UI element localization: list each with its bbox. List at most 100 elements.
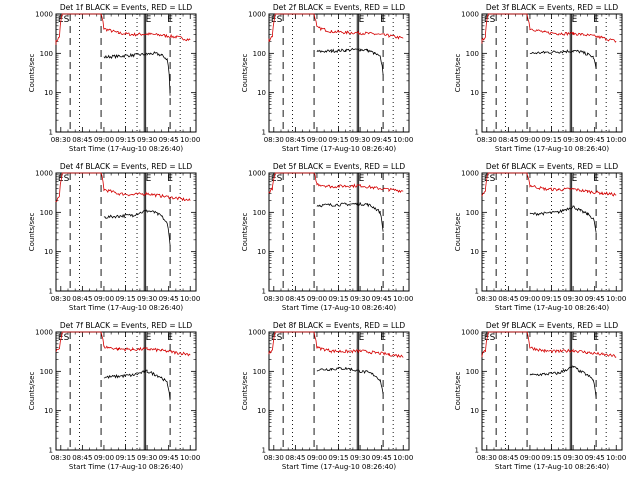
lld-series-line (268, 172, 404, 194)
x-tick-label: 09:30 (137, 295, 157, 303)
event-marker-label: E (572, 174, 578, 184)
x-tick-label: 10:00 (180, 454, 200, 462)
x-tick-label: 09:15 (115, 136, 135, 144)
x-tick-label: 09:45 (159, 295, 179, 303)
event-marker-label: E (167, 174, 173, 184)
x-axis-label: Start Time (17-Aug-10 08:26:40) (282, 304, 396, 312)
y-tick-label: 10 (470, 248, 479, 256)
events-series-line (316, 366, 384, 394)
event-marker-label: E (572, 333, 578, 343)
plot-frame (268, 13, 410, 133)
y-tick-label: 10 (44, 89, 53, 97)
x-tick-label: 09:00 (520, 454, 540, 462)
x-tick-label: 09:15 (328, 295, 348, 303)
x-tick-label: 10:00 (606, 295, 626, 303)
x-tick-label: 09:15 (541, 454, 561, 462)
y-tick-label: 100 (40, 209, 53, 217)
y-tick-label: 1 (475, 447, 479, 455)
y-tick-label: 100 (40, 50, 53, 58)
events-series-line (529, 205, 597, 233)
x-tick-label: 08:30 (264, 295, 284, 303)
x-tick-label: 08:30 (477, 295, 497, 303)
y-tick-label: 100 (466, 368, 479, 376)
y-tick-label: 1 (475, 288, 479, 296)
panel-det-3: Det 3f BLACK = Events, RED = LLD 1 10 100 10… (454, 3, 626, 153)
x-tick-label: 09:15 (115, 454, 135, 462)
y-tick-label: 1000 (35, 11, 53, 19)
event-marker-label: S (277, 15, 283, 25)
y-axis-label: Counts/sec (241, 213, 249, 252)
y-tick-label: 10 (257, 407, 266, 415)
panel-det-5: Det 5f BLACK = Events, RED = LLD 1 10 100 10… (241, 162, 413, 312)
x-tick-label: 09:45 (372, 136, 392, 144)
events-series-line (529, 365, 597, 398)
x-tick-label: 09:15 (541, 295, 561, 303)
y-tick-label: 1 (262, 129, 266, 137)
x-tick-label: 09:30 (563, 454, 583, 462)
panel-det-4: Det 4f BLACK = Events, RED = LLD 1 10 100 10… (28, 162, 200, 312)
y-axis-label: Counts/sec (28, 213, 36, 252)
x-tick-label: 08:30 (51, 454, 71, 462)
event-marker-label: E (359, 174, 365, 184)
x-tick-label: 09:15 (115, 295, 135, 303)
x-tick-label: 09:30 (350, 136, 370, 144)
x-axis-label: Start Time (17-Aug-10 08:26:40) (495, 304, 609, 312)
y-tick-label: 100 (466, 209, 479, 217)
event-marker-label: E (593, 174, 599, 184)
plot-frame (268, 172, 410, 292)
x-tick-label: 08:45 (72, 136, 92, 144)
lld-series-line (481, 172, 617, 197)
y-axis-label: Counts/sec (454, 372, 462, 411)
event-marker-label: E (167, 333, 173, 343)
x-tick-label: 09:45 (159, 136, 179, 144)
y-tick-label: 1000 (461, 11, 479, 19)
y-axis-label: Counts/sec (454, 54, 462, 93)
plot-frame (481, 172, 623, 292)
x-tick-label: 09:00 (520, 136, 540, 144)
x-tick-label: 08:45 (285, 136, 305, 144)
x-tick-label: 09:30 (137, 136, 157, 144)
plot-frame (55, 13, 197, 133)
event-marker-label: E (380, 333, 386, 343)
event-marker-label: E (572, 15, 578, 25)
event-marker-label: E (146, 333, 152, 343)
events-series-line (316, 201, 384, 232)
x-tick-label: 09:30 (563, 295, 583, 303)
x-tick-label: 09:00 (94, 454, 114, 462)
y-tick-label: 1 (475, 129, 479, 137)
lld-series-line (55, 172, 191, 203)
y-tick-label: 1000 (35, 170, 53, 178)
y-tick-label: 100 (253, 50, 266, 58)
x-tick-label: 08:45 (498, 136, 518, 144)
panel-title: Det 2f BLACK = Events, RED = LLD (273, 3, 406, 12)
event-marker-label: E (593, 333, 599, 343)
y-tick-label: 10 (44, 248, 53, 256)
x-tick-label: 10:00 (180, 136, 200, 144)
y-tick-label: 1 (49, 447, 53, 455)
panel-det-2: Det 2f BLACK = Events, RED = LLD 1 10 100 10… (241, 3, 413, 153)
x-tick-label: 08:30 (477, 136, 497, 144)
x-tick-label: 08:45 (285, 454, 305, 462)
panel-title: Det 8f BLACK = Events, RED = LLD (273, 321, 406, 330)
panel-title: Det 5f BLACK = Events, RED = LLD (273, 162, 406, 171)
x-tick-label: 09:45 (159, 454, 179, 462)
event-marker-label: E (359, 15, 365, 25)
x-tick-label: 10:00 (393, 136, 413, 144)
panel-det-1: Det 1f BLACK = Events, RED = LLD 1 10 100 10… (28, 3, 200, 153)
x-tick-label: 09:30 (137, 454, 157, 462)
event-marker-label: E (593, 15, 599, 25)
x-tick-label: 10:00 (180, 295, 200, 303)
event-marker-label: E (58, 174, 64, 184)
panel-title: Det 3f BLACK = Events, RED = LLD (486, 3, 619, 12)
x-tick-label: 08:30 (51, 136, 71, 144)
plot-frame (268, 331, 410, 451)
lld-series-line (55, 13, 191, 45)
y-tick-label: 1000 (35, 329, 53, 337)
event-marker-label: E (146, 15, 152, 25)
x-tick-label: 09:15 (328, 454, 348, 462)
panel-det-6: Det 6f BLACK = Events, RED = LLD 1 10 100 10… (454, 162, 626, 312)
y-tick-label: 100 (253, 368, 266, 376)
y-tick-label: 1 (49, 288, 53, 296)
x-tick-label: 08:30 (264, 454, 284, 462)
x-tick-label: 09:15 (541, 136, 561, 144)
